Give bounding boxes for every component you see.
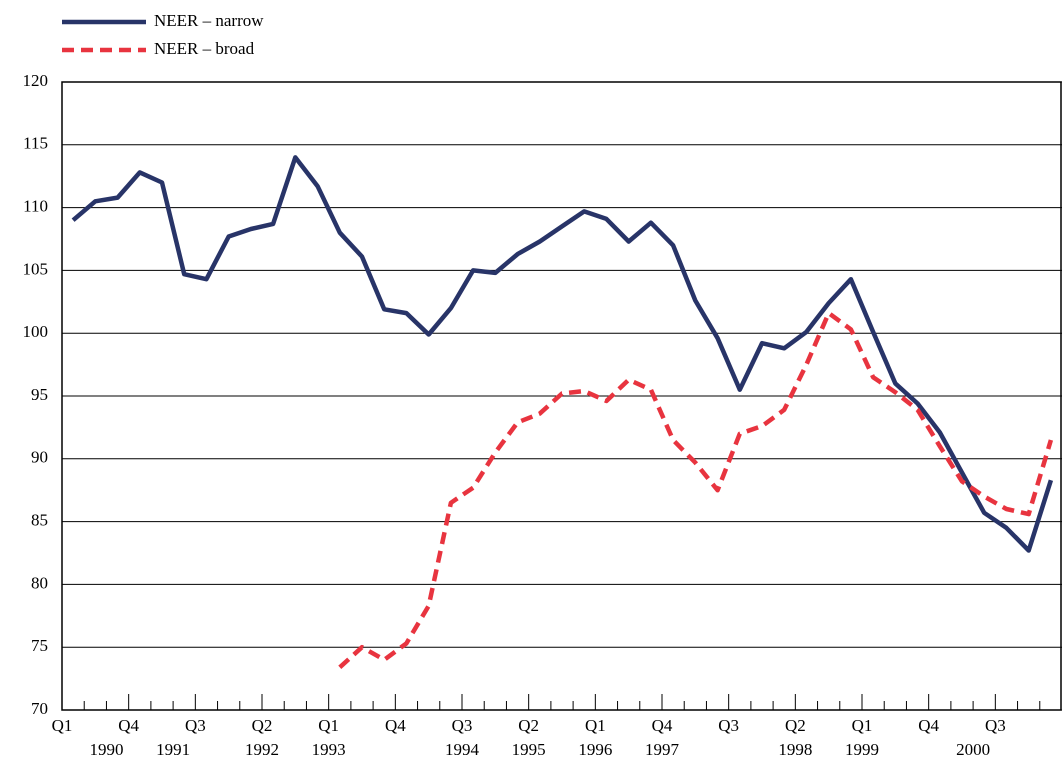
- x-tick-label: Q4: [918, 716, 939, 735]
- x-tick-label: Q2: [785, 716, 806, 735]
- x-tick-label: Q3: [185, 716, 206, 735]
- x-year-label: 1996: [578, 740, 612, 759]
- x-year-label: 1998: [778, 740, 812, 759]
- x-year-label: 2000: [956, 740, 990, 759]
- y-tick-label: 105: [23, 259, 49, 278]
- x-year-label: 1997: [645, 740, 680, 759]
- x-tick-label: Q4: [385, 716, 406, 735]
- x-year-label: 1994: [445, 740, 480, 759]
- x-tick-label: Q3: [718, 716, 739, 735]
- legend-label: NEER – narrow: [154, 11, 264, 30]
- x-tick-label: Q3: [452, 716, 473, 735]
- x-year-label: 1995: [512, 740, 546, 759]
- x-year-label: 1999: [845, 740, 879, 759]
- x-tick-label: Q2: [252, 716, 273, 735]
- legend-label: NEER – broad: [154, 39, 255, 58]
- x-tick-label: Q1: [585, 716, 606, 735]
- y-tick-label: 115: [23, 134, 48, 153]
- y-tick-label: 110: [23, 197, 48, 216]
- x-tick-label: Q3: [985, 716, 1006, 735]
- y-tick-label: 90: [31, 448, 48, 467]
- y-tick-label: 75: [31, 636, 48, 655]
- y-tick-label: 95: [31, 385, 48, 404]
- y-tick-label: 70: [31, 699, 48, 718]
- plot-frame: [61, 81, 1062, 711]
- x-year-label: 1991: [156, 740, 190, 759]
- x-year-label: 1990: [89, 740, 123, 759]
- x-tick-label: Q2: [518, 716, 539, 735]
- x-year-label: 1992: [245, 740, 279, 759]
- x-tick-label: Q1: [852, 716, 873, 735]
- y-tick-label: 80: [31, 573, 48, 592]
- y-tick-label: 120: [23, 71, 49, 90]
- series-line: [338, 310, 1054, 669]
- y-tick-label: 100: [23, 322, 49, 341]
- y-tick-label: 85: [31, 511, 48, 530]
- x-year-label: 1993: [312, 740, 346, 759]
- series-line: [71, 155, 1054, 553]
- x-tick-label: Q4: [652, 716, 673, 735]
- x-tick-label: Q1: [52, 716, 73, 735]
- x-tick-label: Q1: [318, 716, 339, 735]
- x-tick-label: Q4: [118, 716, 139, 735]
